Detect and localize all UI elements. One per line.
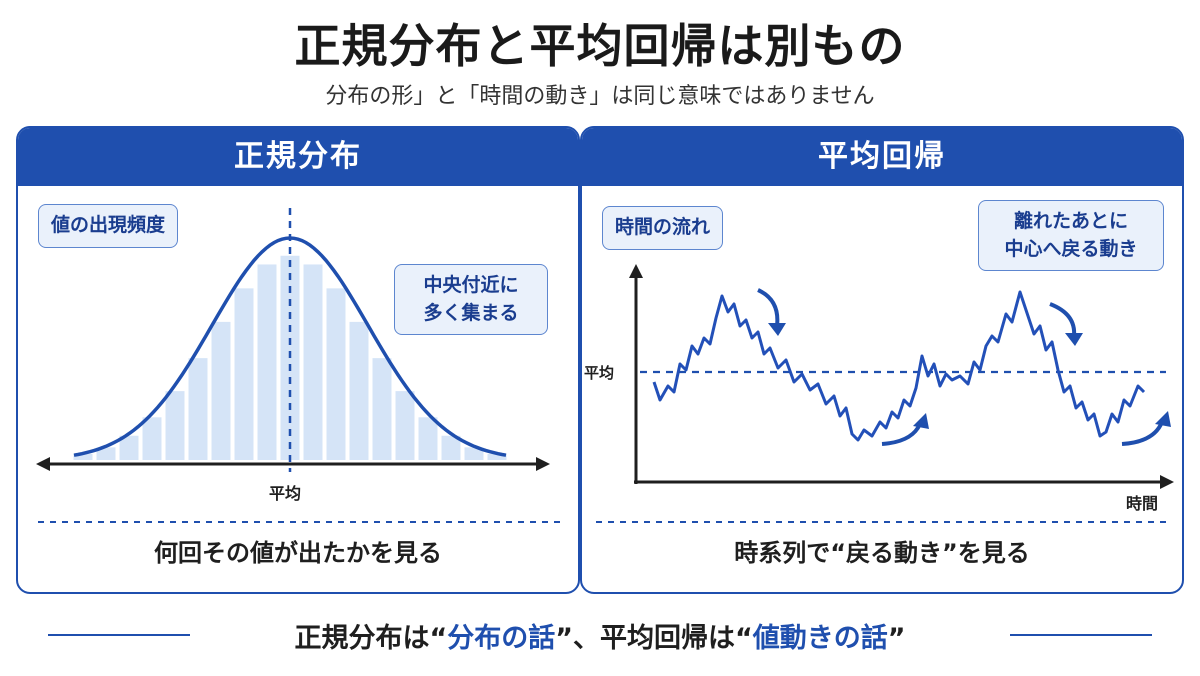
- histogram-bar: [119, 435, 139, 460]
- histogram-bar: [303, 264, 323, 460]
- histogram-bar: [257, 264, 277, 460]
- histogram-bar: [234, 288, 254, 460]
- histogram-bar: [96, 447, 116, 460]
- histogram-bar: [464, 447, 484, 460]
- double-arrow-axis-icon: [36, 457, 550, 471]
- histogram-bar: [372, 358, 392, 460]
- histogram-bar: [326, 288, 346, 460]
- mean-label-reversion: 平均: [584, 364, 615, 382]
- caption-normal-distribution: 何回その値が出たかを見る: [154, 539, 442, 567]
- footer-accent-price-movement: 値動きの話: [752, 623, 888, 654]
- bell-curve-diagram: [36, 208, 562, 523]
- histogram-bar: [165, 391, 185, 460]
- histogram-bar: [73, 453, 93, 460]
- caption-mean-reversion: 時系列で“戻る動き”を見る: [734, 539, 1030, 567]
- callout-return-to-center: 離れたあとに 中心へ戻る動き: [978, 200, 1164, 272]
- histogram-bar: [211, 321, 231, 460]
- footer-right-rule: [1010, 634, 1152, 636]
- x-axis-label-time: 時間: [1126, 494, 1159, 513]
- panel-header-normal-distribution: 正規分布: [18, 128, 578, 186]
- down-curved-arrow-icon: [757, 288, 786, 336]
- histogram-bar: [418, 417, 438, 460]
- histogram-bar: [349, 321, 369, 460]
- panel-header-mean-reversion: 平均回帰: [582, 128, 1182, 186]
- time-series-diagram: [596, 264, 1174, 523]
- footer-summary: 正規分布は“分布の話”、平均回帰は“値動きの話”: [0, 608, 1200, 664]
- mean-reversion-panel: 平均回帰 時間の流れ 離れたあとに 中心へ戻: [580, 126, 1184, 594]
- up-curved-arrow-icon: [881, 413, 929, 446]
- footer-text: 正規分布は“分布の話”、平均回帰は“値動きの話”: [0, 616, 1200, 655]
- callout-center-line2: 多く集まる: [423, 301, 519, 324]
- callout-time-flow: 時間の流れ: [602, 206, 724, 250]
- footer-part2: ”、平均回帰は“: [555, 623, 753, 654]
- callout-center-line1: 中央付近に: [423, 274, 519, 296]
- callout-return-line1: 離れたあとに: [1013, 210, 1128, 232]
- footer-left-rule: [48, 634, 190, 636]
- footer-part3: ”: [887, 623, 906, 654]
- subtitle: 分布の形」と「時間の動き」は同じ意味ではありません: [325, 84, 875, 109]
- main-title: 正規分布と平均回帰は別もの: [294, 19, 906, 73]
- down-curved-arrow-icon: [1049, 302, 1083, 346]
- footer-part1: 正規分布は“: [294, 623, 448, 654]
- up-curved-arrow-icon: [1121, 411, 1171, 446]
- histogram-bar: [395, 391, 415, 460]
- histogram-bar: [188, 358, 208, 460]
- y-axis: [629, 264, 643, 484]
- histogram-bar: [487, 453, 507, 460]
- footer-accent-distribution: 分布の話: [447, 623, 556, 654]
- callout-return-line2: 中心へ戻る動き: [1004, 237, 1138, 260]
- price-series-line: [652, 290, 1146, 442]
- normal-distribution-panel: 正規分布 値の出現頻度 中央付近に 多く集まる 平均 何回その値が出たかを見る: [16, 126, 580, 594]
- callout-frequency: 値の出現頻度: [38, 204, 179, 248]
- histogram-bar: [142, 417, 162, 460]
- histogram-bar: [441, 435, 461, 460]
- x-axis: [634, 475, 1174, 489]
- callout-center-concentration: 中央付近に 多く集まる: [394, 264, 548, 336]
- mean-label-normal: 平均: [269, 484, 302, 503]
